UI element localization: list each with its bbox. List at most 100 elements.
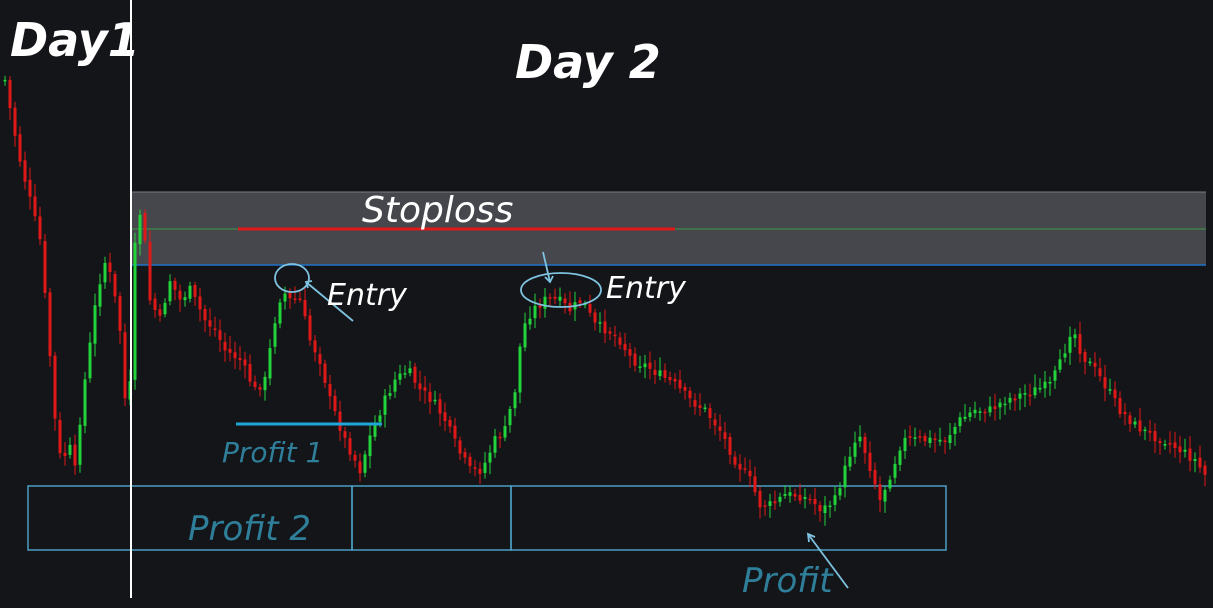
candle-bearish	[748, 470, 752, 477]
candle-bearish	[218, 330, 222, 340]
candles-group	[3, 75, 1207, 526]
candle-bearish	[553, 296, 557, 299]
candle-bearish	[418, 383, 422, 390]
candle-bearish	[63, 452, 67, 456]
candle-bearish	[108, 262, 112, 273]
candle-bullish	[188, 285, 192, 299]
candle-bearish	[463, 452, 467, 458]
candle-bearish	[763, 505, 767, 507]
candle-bearish	[668, 377, 672, 381]
candle-bearish	[1178, 446, 1182, 453]
candle-bearish	[1168, 443, 1172, 445]
candle-bearish	[918, 436, 922, 438]
candle-bearish	[173, 280, 177, 290]
candle-bullish	[843, 465, 847, 488]
candle-bullish	[528, 318, 532, 325]
candle-bearish	[633, 353, 637, 366]
candle-bearish	[448, 419, 452, 427]
candle-bearish	[298, 298, 302, 300]
candle-bullish	[1133, 421, 1137, 425]
candle-bullish	[1108, 389, 1112, 391]
entry1-arrow	[305, 281, 354, 322]
candle-bullish	[833, 495, 837, 505]
candle-bearish	[303, 300, 307, 317]
candle-bullish	[858, 436, 862, 442]
candle-bullish	[283, 293, 287, 302]
candle-bullish	[1163, 444, 1167, 446]
profit-box-3	[510, 485, 947, 551]
candle-bearish	[1078, 334, 1082, 354]
candle-bearish	[1158, 441, 1162, 444]
candle-bullish	[888, 479, 892, 489]
candle-bearish	[453, 425, 457, 439]
day1-label: Day1	[10, 13, 140, 67]
candle-bullish	[853, 442, 857, 457]
candle-bearish	[723, 432, 727, 439]
candle-bullish	[103, 263, 107, 283]
candle-bullish	[133, 242, 137, 380]
candle-bearish	[413, 366, 417, 383]
entry1-label: Entry	[327, 278, 408, 313]
candle-bullish	[503, 426, 507, 438]
entry2-arrow	[542, 251, 551, 283]
candle-bearish	[313, 340, 317, 353]
day2-label: Day 2	[515, 35, 661, 89]
candle-bearish	[818, 505, 822, 512]
candle-bullish	[638, 366, 642, 368]
candle-bearish	[1148, 430, 1152, 433]
candle-bearish	[468, 456, 472, 467]
candle-bearish	[473, 467, 477, 469]
candle-bullish	[408, 368, 412, 374]
candle-bearish	[808, 498, 812, 501]
candle-bearish	[588, 304, 592, 313]
candle-bullish	[1038, 387, 1042, 390]
candle-bullish	[938, 439, 942, 442]
candle-bearish	[1103, 377, 1107, 389]
candle-bullish	[398, 373, 402, 380]
candle-bearish	[733, 456, 737, 465]
candle-bullish	[973, 409, 977, 414]
candle-bullish	[953, 426, 957, 434]
candle-bearish	[1123, 411, 1127, 415]
candle-bullish	[433, 399, 437, 402]
candle-bearish	[653, 369, 657, 375]
candle-bearish	[53, 355, 57, 419]
candle-bullish	[263, 376, 267, 391]
candle-bearish	[813, 498, 817, 505]
candle-bullish	[78, 424, 82, 465]
candle-bearish	[358, 461, 362, 474]
profit-arrow	[807, 533, 849, 589]
candle-bullish	[988, 406, 992, 413]
candle-bearish	[1128, 415, 1132, 425]
candle-bullish	[1043, 381, 1047, 389]
candle-bearish	[323, 363, 327, 383]
candle-bearish	[253, 381, 257, 387]
candle-bullish	[1068, 336, 1072, 353]
candle-bearish	[1083, 352, 1087, 362]
entry2-label: Entry	[606, 271, 687, 306]
candle-bearish	[628, 349, 632, 356]
candle-bullish	[558, 296, 562, 301]
candle-bearish	[28, 179, 32, 197]
candle-bearish	[318, 354, 322, 364]
candle-bearish	[243, 359, 247, 366]
candle-bullish	[913, 437, 917, 439]
candle-bearish	[753, 476, 757, 493]
candle-bearish	[758, 490, 762, 508]
candle-bullish	[1033, 387, 1037, 396]
candle-bullish	[1073, 334, 1077, 339]
candle-bearish	[23, 160, 27, 182]
candle-bearish	[438, 399, 442, 414]
candle-bullish	[378, 415, 382, 422]
candle-bearish	[458, 440, 462, 454]
candle-bearish	[868, 452, 872, 471]
candle-bearish	[258, 387, 262, 390]
candle-bearish	[983, 411, 987, 414]
candle-bullish	[788, 492, 792, 496]
candle-bullish	[1143, 429, 1147, 432]
candle-bullish	[768, 501, 772, 506]
entry1-circle	[274, 263, 310, 293]
candle-bullish	[998, 402, 1002, 408]
entry1-arrow-head	[304, 280, 313, 289]
candle-bearish	[8, 79, 12, 108]
